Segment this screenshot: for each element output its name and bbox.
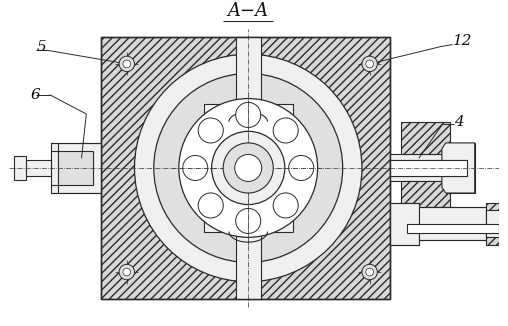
Circle shape (273, 118, 298, 143)
Bar (446, 143, 474, 193)
Text: 12: 12 (453, 34, 472, 48)
Bar (486, 210, 505, 237)
Bar (401, 122, 450, 155)
Circle shape (223, 143, 273, 193)
Bar (14, 156, 25, 180)
Circle shape (362, 264, 377, 280)
Circle shape (212, 131, 285, 205)
Bar (204, 214, 293, 231)
Bar (486, 203, 508, 245)
Text: 5: 5 (36, 39, 46, 53)
Bar (450, 147, 471, 189)
Bar (204, 104, 293, 122)
Circle shape (123, 268, 131, 276)
Bar (390, 155, 446, 182)
Bar (58, 151, 93, 185)
Circle shape (135, 54, 362, 282)
Circle shape (154, 74, 343, 262)
Circle shape (179, 98, 318, 237)
Circle shape (362, 56, 377, 72)
Text: 6: 6 (30, 88, 40, 102)
Circle shape (198, 118, 224, 143)
Circle shape (183, 156, 208, 181)
Bar (236, 37, 261, 122)
Bar (101, 37, 390, 299)
Circle shape (273, 193, 298, 218)
Circle shape (235, 155, 262, 182)
Bar (101, 37, 390, 299)
Bar (390, 203, 419, 245)
Circle shape (198, 193, 224, 218)
Circle shape (119, 56, 135, 72)
Polygon shape (442, 143, 474, 193)
Bar (236, 214, 261, 299)
Bar (24, 160, 51, 176)
Circle shape (119, 264, 135, 280)
Circle shape (366, 268, 373, 276)
Bar (419, 207, 486, 240)
Circle shape (123, 60, 131, 68)
Circle shape (289, 156, 314, 181)
Bar (401, 182, 450, 214)
Bar (51, 143, 101, 193)
Circle shape (236, 102, 261, 127)
Bar (407, 224, 499, 233)
Circle shape (236, 208, 261, 233)
Text: A−A: A−A (228, 2, 269, 20)
Bar (390, 160, 467, 176)
Text: 4: 4 (455, 115, 464, 129)
Circle shape (366, 60, 373, 68)
